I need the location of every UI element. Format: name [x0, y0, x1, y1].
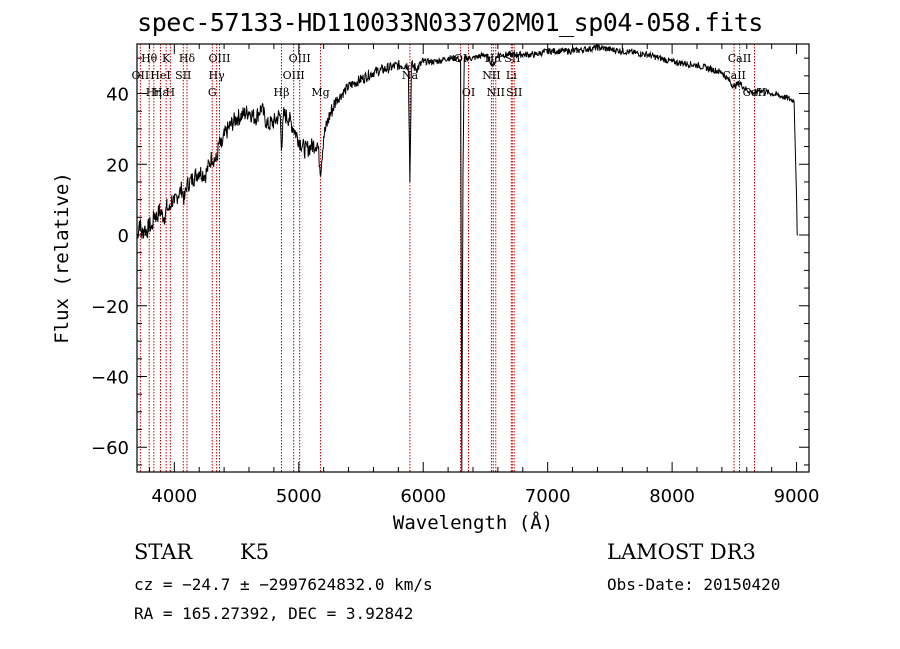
line-marker-label: OIII: [283, 69, 305, 82]
line-marker-label: SII: [506, 86, 522, 99]
line-marker-label: OIII: [289, 52, 311, 65]
y-tick-label: 40: [106, 85, 129, 106]
line-marker-label: Mg: [311, 86, 329, 99]
x-axis-ticks: 4000 5000 6000 7000 8000 9000: [148, 44, 820, 507]
y-tick-label: 20: [106, 155, 129, 176]
emission-line-markers: [139, 44, 755, 472]
line-marker-label: Li: [506, 69, 517, 82]
y-tick-label: −40: [91, 367, 129, 388]
line-marker-label: OI: [462, 86, 475, 99]
line-marker-label: Hδ: [179, 52, 196, 65]
x-tick-label: 7000: [525, 486, 571, 507]
line-marker-label: CaII: [728, 52, 752, 65]
redshift-readout: cz = −24.7 ± −2997624832.0 km/s: [134, 575, 433, 594]
line-marker-label: OIII: [208, 52, 230, 65]
x-tick-label: 6000: [400, 486, 446, 507]
line-marker-label: Hγ: [209, 69, 226, 82]
x-tick-label: 9000: [774, 486, 820, 507]
line-marker-label: Hβ: [274, 86, 290, 99]
line-marker-label: H: [166, 86, 176, 99]
line-marker-label: SII: [175, 69, 191, 82]
y-axis-label: Flux (relative): [51, 172, 73, 344]
chart-title: spec-57133-HD110033N033702M01_sp04-058.f…: [137, 8, 763, 37]
x-tick-label: 5000: [276, 486, 322, 507]
line-marker-label: Na: [402, 69, 419, 82]
spectrum-series: [136, 43, 798, 473]
line-marker-label: Hε: [153, 86, 169, 99]
y-tick-label: 0: [118, 226, 129, 247]
flux-line: [136, 43, 798, 473]
object-class: STAR: [134, 540, 193, 564]
coordinates-readout: RA = 165.27392, DEC = 3.92842: [134, 604, 414, 623]
observation-date: Obs-Date: 20150420: [607, 575, 781, 594]
line-marker-label: HeI: [150, 69, 170, 82]
y-tick-label: −20: [91, 297, 129, 318]
x-axis-label: Wavelength (Å): [393, 511, 553, 534]
y-axis-ticks: −60 −40 −20 0 20 40: [91, 57, 809, 466]
survey-name: LAMOST DR3: [607, 540, 756, 564]
line-marker-label: NII: [482, 69, 500, 82]
line-marker-label: Hη: [146, 86, 162, 99]
line-marker-label: Hθ: [141, 52, 158, 65]
line-marker-label: G: [208, 86, 217, 99]
line-marker-label: NII: [487, 86, 505, 99]
y-tick-label: −60: [91, 438, 129, 459]
plot-frame: [136, 43, 810, 473]
line-marker-label: K: [162, 52, 171, 65]
x-tick-label: 4000: [151, 486, 197, 507]
x-tick-label: 8000: [649, 486, 695, 507]
spectral-subclass: K5: [240, 540, 270, 564]
